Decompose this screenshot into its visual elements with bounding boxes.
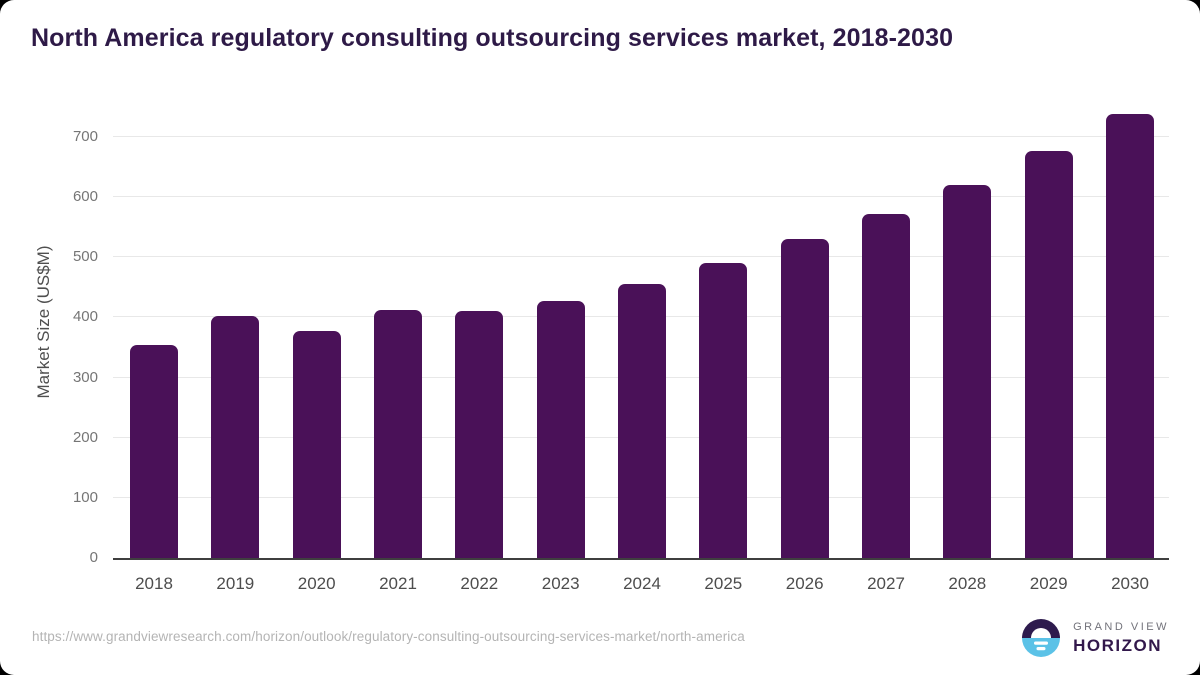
- bar-2027: [862, 213, 910, 558]
- x-tick-2020: 2020: [297, 574, 336, 593]
- chart-title: North America regulatory consulting outs…: [31, 24, 954, 52]
- x-tick-2025: 2025: [704, 574, 743, 593]
- logo-brand-top-text: GRAND VIEW: [1073, 620, 1169, 633]
- gridline-700: [113, 136, 1169, 137]
- x-tick-2027: 2027: [867, 574, 905, 593]
- logo-brand-bottom-text: HORIZON: [1073, 635, 1162, 655]
- bar-2020: [292, 330, 341, 558]
- y-tick-500: 500: [72, 248, 98, 266]
- x-tick-2028: 2028: [948, 574, 987, 593]
- y-tick-700: 700: [72, 128, 98, 145]
- bar-2019: [211, 316, 260, 558]
- plot-area: 2018 2019 2020 2021 2022 2023 2024 2025 2026 2027…: [113, 100, 1169, 593]
- gridline-600: [113, 196, 1169, 198]
- bar-2028: [943, 184, 992, 558]
- gridline-500: [113, 256, 1169, 258]
- y-tick-300: 300: [72, 368, 98, 386]
- x-tick-2022: 2022: [460, 574, 499, 593]
- x-tick-2018: 2018: [135, 574, 173, 593]
- x-tick-2029: 2029: [1029, 574, 1068, 593]
- bar-2023: [536, 300, 585, 558]
- bar-2025: [699, 263, 748, 558]
- x-tick-2021: 2021: [379, 574, 417, 593]
- bar-2030: [1106, 113, 1154, 558]
- source-url: https://www.grandviewresearch.com/horizo…: [32, 629, 745, 644]
- bar-2024: [618, 284, 666, 558]
- x-tick-2024: 2024: [623, 574, 661, 593]
- y-tick-100: 100: [72, 488, 98, 506]
- y-tick-0: 0: [89, 549, 98, 566]
- x-tick-2026: 2026: [785, 574, 824, 593]
- bar-2029: [1024, 151, 1073, 558]
- y-tick-600: 600: [72, 188, 98, 206]
- x-tick-2019: 2019: [216, 574, 255, 593]
- x-tick-2023: 2023: [541, 574, 580, 593]
- bar-2026: [780, 239, 829, 558]
- y-tick-200: 200: [72, 428, 98, 446]
- logo-wordmark: GRAND VIEW HORIZON: [1073, 621, 1169, 656]
- grand-view-horizon-logo: GRAND VIEW HORIZON: [1021, 618, 1169, 658]
- bar-2021: [374, 310, 422, 558]
- bar-2018: [130, 344, 178, 558]
- x-tick-2030: 2030: [1111, 574, 1149, 593]
- horizon-sunrise-icon: [1022, 619, 1061, 657]
- bar-2022: [455, 311, 504, 558]
- y-tick-400: 400: [72, 308, 98, 326]
